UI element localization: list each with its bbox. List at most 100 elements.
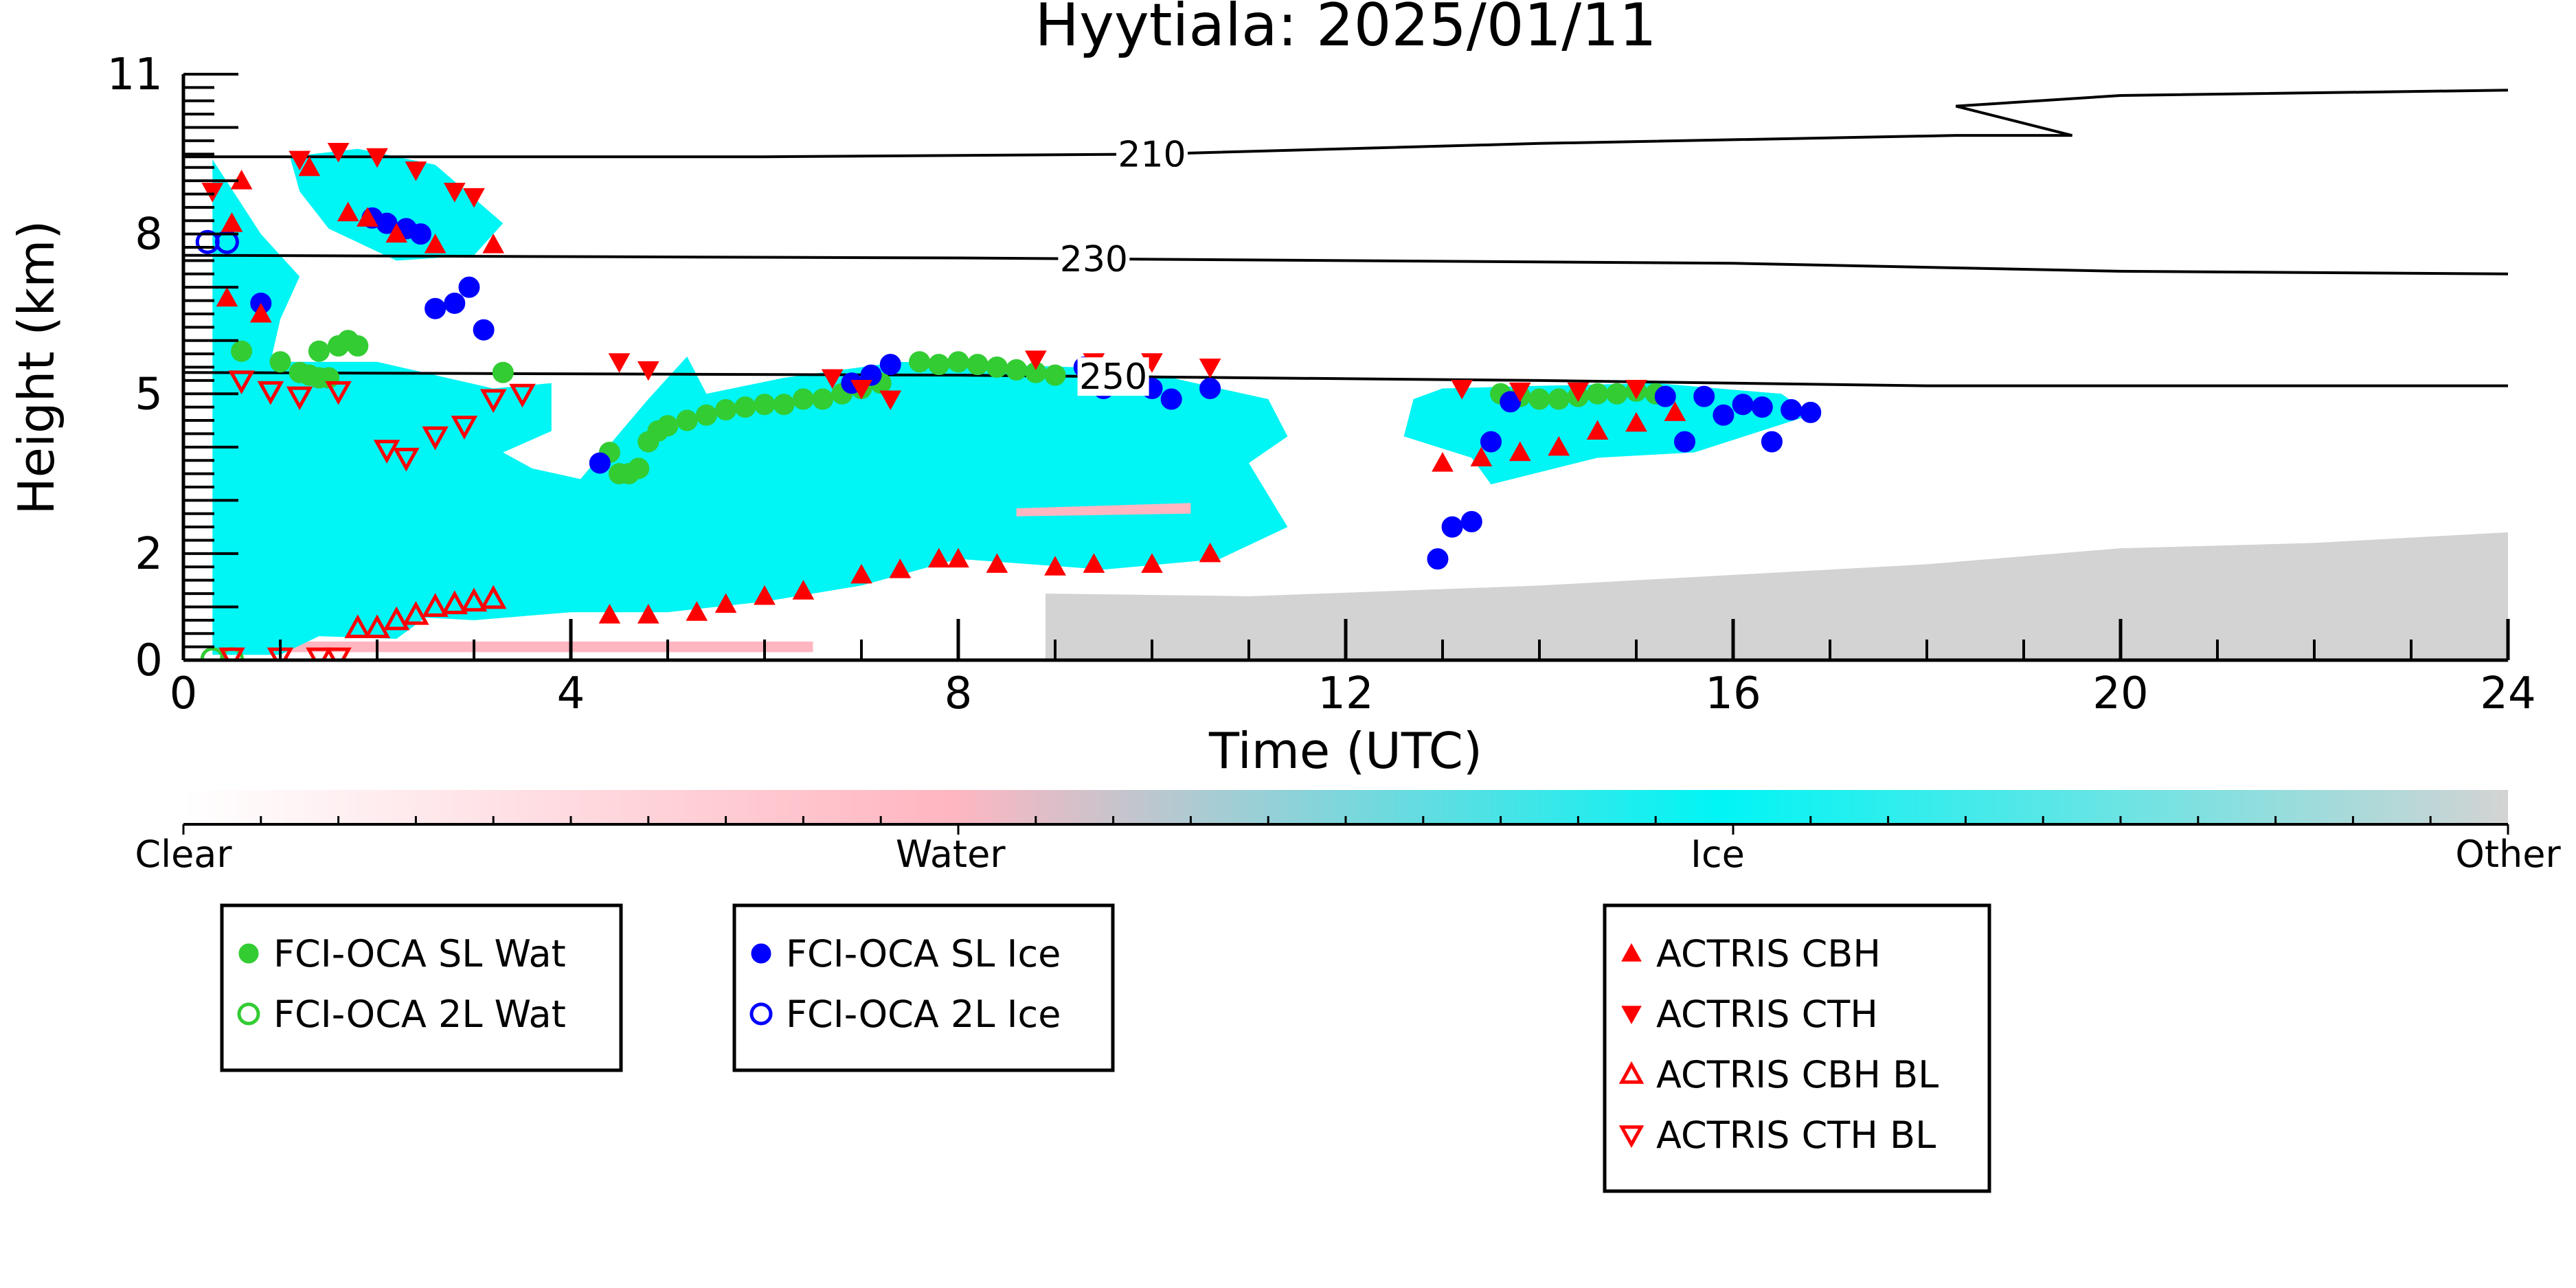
legend-box-1: FCI-OCA SL Wat FCI-OCA 2L Wat (220, 903, 623, 1072)
chart-title: Hyytiala: 2025/01/11 (1035, 0, 1656, 60)
fci-oca-sl-ice-marker (1480, 431, 1502, 453)
contour-label-bg (1058, 239, 1130, 278)
legend-marker (1618, 1125, 1645, 1149)
contour-230 (183, 253, 2508, 275)
contour-label: 210 (1118, 134, 1186, 175)
actris-cbh-marker (1044, 556, 1066, 576)
fci-oca-sl-ice-marker (444, 292, 466, 314)
actris-cth-marker (463, 188, 485, 208)
other-region (1045, 532, 2508, 660)
actris-cbh-marker (1199, 542, 1221, 563)
actris-cth-marker (405, 161, 427, 181)
fci-oca-sl-wat-marker (734, 396, 756, 418)
legend-box-2: FCI-OCA SL Ice FCI-OCA 2L Ice (732, 903, 1115, 1072)
fci-oca-sl-wat-marker (1006, 359, 1028, 381)
actris-cbh-marker (850, 563, 872, 584)
legend-marker (1621, 1006, 1642, 1025)
x-tick-label: 24 (2480, 668, 2535, 719)
fci-oca-sl-wat-marker (928, 354, 950, 376)
actris-cbh-bl-marker (344, 614, 372, 638)
water-lowlayer (260, 641, 813, 653)
actris-cbh-marker (792, 580, 815, 600)
actris-cth-marker (443, 183, 466, 203)
legend-entry: ACTRIS CBH (1656, 932, 1881, 975)
fci-oca-sl-ice-marker (1800, 401, 1822, 423)
actris-cth-marker (201, 183, 224, 203)
actris-cth-bl-marker (422, 426, 449, 451)
contour-250 (183, 371, 2508, 387)
legend-marker (237, 1002, 260, 1026)
legend-marker (1621, 942, 1642, 962)
fci-oca-sl-ice-marker (1732, 394, 1754, 416)
actris-cbh-marker (216, 286, 238, 307)
actris-cth-marker (1625, 380, 1647, 400)
actris-cbh-marker (1509, 441, 1531, 462)
fci-oca-sl-wat-marker (308, 340, 330, 362)
actris-cbh-bl-marker (441, 590, 468, 615)
actris-cbh-marker (1432, 452, 1454, 472)
actris-cbh-marker (482, 234, 505, 253)
actris-cbh-marker (889, 558, 912, 578)
actris-cbh-marker (221, 212, 243, 232)
fci-oca-sl-ice-marker (1427, 548, 1449, 570)
actris-cbh-marker (249, 302, 272, 323)
fci-oca-sl-wat-marker (909, 351, 931, 373)
contour-210 (183, 89, 2508, 159)
actris-cbh-marker (598, 604, 621, 624)
fci-oca-sl-wat-marker (492, 361, 514, 383)
y-ticks: 0 2 5 8 11 (107, 49, 238, 686)
fci-oca-sl-wat-marker (1606, 383, 1628, 405)
actris-cth-marker (327, 142, 350, 163)
actris-cbh-marker (424, 234, 447, 253)
fci-oca-sl-wat-marker (792, 388, 814, 410)
legend-entry: ACTRIS CBH BL (1656, 1053, 1939, 1096)
x-tick-label: 20 (2092, 668, 2148, 719)
colorbar-ticks (182, 816, 2509, 835)
fci-oca-sl-wat-marker (1044, 364, 1066, 386)
classification-field (212, 148, 2508, 660)
actris-cbh-bl-marker (479, 585, 507, 609)
fci-oca-sl-ice-marker (425, 297, 447, 319)
data-markers (195, 142, 1822, 660)
actris-cth-marker (879, 390, 902, 411)
actris-cbh-marker (927, 547, 950, 568)
fci-oca-sl-wat-marker (1548, 388, 1570, 410)
actris-cth-marker (1509, 382, 1531, 403)
actris-cth-marker (1451, 380, 1473, 400)
fci-oca-sl-wat-marker (812, 388, 834, 410)
legend-frame (1603, 903, 1991, 1193)
actris-cbh-marker (357, 207, 379, 227)
water-patch-midday (1016, 503, 1191, 517)
series-actris-cth-bl (218, 370, 536, 660)
fci-oca-sl-ice-marker (1693, 385, 1715, 407)
actris-cbh-marker (337, 201, 359, 222)
actris-cth-bl-marker (373, 440, 400, 464)
fci-oca-sl-ice-marker (1160, 388, 1182, 410)
actris-cbh-bl-marker (422, 593, 449, 617)
series-actris-cbh-bl (344, 585, 507, 638)
legend-entry: FCI-OCA SL Ice (786, 932, 1061, 975)
actris-cbh-marker (637, 604, 659, 624)
actris-cbh-marker (754, 585, 776, 605)
colorbar-label-other: Other (2455, 833, 2561, 876)
fci-oca-sl-ice-marker (1460, 510, 1482, 532)
fci-oca-sl-ice-marker (409, 223, 431, 245)
fci-oca-sl-wat-marker (347, 335, 369, 357)
actris-cbh-marker (1083, 553, 1105, 573)
actris-cth-bl-marker (257, 381, 284, 405)
contour-label-bg (1116, 135, 1188, 174)
actris-cbh-marker (298, 156, 321, 177)
actris-cbh-marker (1141, 553, 1163, 573)
actris-cth-marker (1024, 350, 1047, 370)
contour-labels: 210 230 250 (1058, 134, 1188, 398)
plot-area (183, 89, 2508, 660)
colorbar-label-clear: Clear (135, 833, 232, 876)
y-tick-label: 0 (135, 635, 163, 686)
fci-oca-sl-wat-marker (986, 357, 1008, 378)
actris-cth-marker (850, 380, 872, 400)
actris-cth-bl-marker (286, 386, 313, 411)
contour-label-bg (1077, 357, 1149, 396)
fci-oca-sl-ice-marker (1441, 516, 1463, 538)
x-tick-label: 12 (1318, 668, 1373, 719)
